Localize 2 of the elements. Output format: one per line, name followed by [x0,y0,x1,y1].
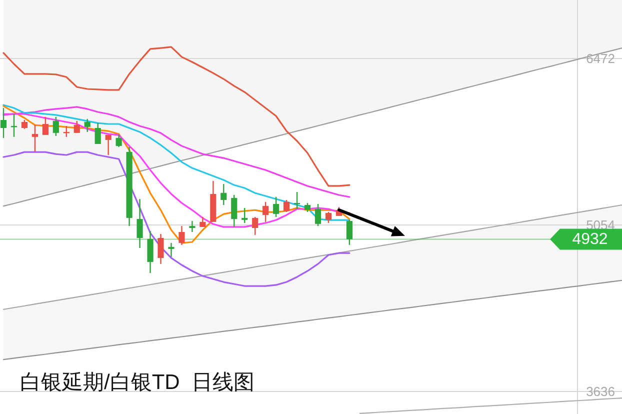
ref-line-label: 4932 [572,230,608,248]
title: 白银延期/白银TD 日线图 [20,371,254,394]
